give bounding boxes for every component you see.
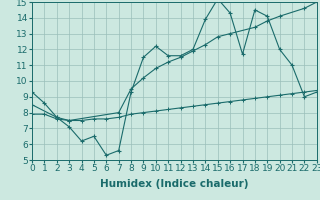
X-axis label: Humidex (Indice chaleur): Humidex (Indice chaleur) bbox=[100, 179, 249, 189]
